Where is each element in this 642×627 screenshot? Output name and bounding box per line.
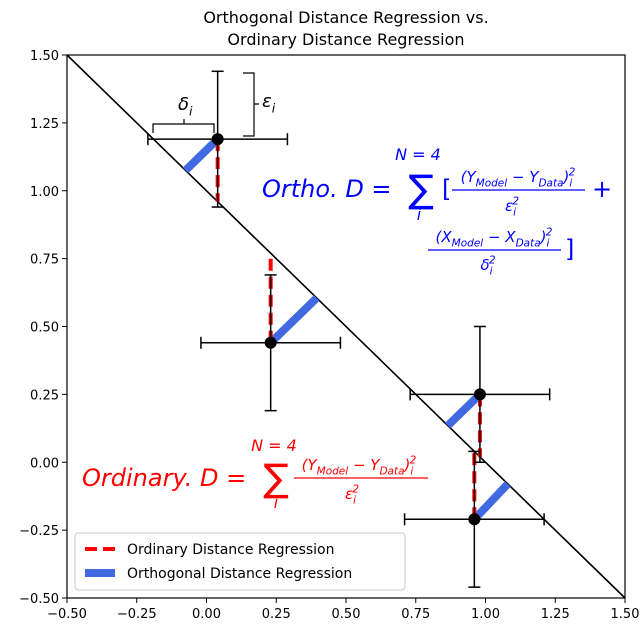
formula-numerator-part: i [569, 178, 572, 190]
formula-numerator-part: − Y [507, 168, 540, 186]
formula-numerator-part: − X [483, 228, 516, 246]
x-tick-label: 0.00 [192, 607, 221, 622]
y-tick-label: 0.75 [30, 253, 59, 268]
formula-numerator-part: Model [476, 178, 508, 190]
formula-numerator-part: Model [452, 238, 484, 250]
formula-numerator-part: 2 [569, 167, 576, 179]
x-tick-label: 1.50 [611, 607, 640, 622]
formula-lhs: Ortho. D = [262, 175, 392, 203]
delta-bracket [152, 119, 215, 133]
delta-label: δi [178, 94, 193, 118]
formula-numerator-part: ) [563, 168, 570, 186]
x-tick-label: 0.50 [332, 607, 361, 622]
delta-label-part: δ [178, 94, 189, 115]
formula-numerator-part: i [410, 466, 413, 478]
formula-numerator-part: Data [516, 238, 541, 250]
chart-title: Orthogonal Distance Regression vs. [203, 8, 488, 27]
formula-numerator-part: i [547, 238, 550, 250]
data-point [211, 133, 224, 146]
formula-sum: ∑ [408, 167, 434, 211]
formula-numerator-part: Data [379, 466, 404, 478]
chart-title: Ordinary Distance Regression [227, 30, 464, 49]
y-tick-label: 1.25 [30, 117, 59, 132]
x-tick-label: 0.25 [262, 607, 291, 622]
formula-numerator: (XModel − XData)i2 [436, 227, 553, 250]
formula-lhs: Ordinary. D = [82, 464, 246, 492]
model-line [66, 54, 626, 599]
formula-numerator-part: (Y [461, 168, 478, 186]
formula-bracket: [ [442, 175, 451, 203]
formula-numerator: (YModel − YData)i2 [302, 455, 417, 478]
formula-numerator-part: (Y [302, 456, 319, 474]
formula-numerator-part: ) [404, 456, 411, 474]
x-tick-label: 0.75 [401, 607, 430, 622]
data-point [468, 513, 481, 526]
formula-numerator: (YModel − YData)i2 [461, 167, 576, 190]
y-tick-label: −0.25 [19, 524, 59, 539]
data-point [264, 336, 277, 349]
epsilon-label-part: ε [262, 91, 272, 112]
x-tick-label: 1.00 [471, 607, 500, 622]
delta-label-part: i [189, 103, 193, 118]
formula-plus: + [592, 175, 612, 203]
y-tick-label: 1.50 [30, 49, 59, 64]
formula-numerator-part: 2 [546, 227, 553, 239]
formula-lower: i [417, 205, 422, 224]
legend-label: Orthogonal Distance Regression [127, 566, 352, 582]
formula-denominator: εi2 [505, 196, 519, 219]
formula-numerator-part: (X [436, 228, 453, 246]
formula-denominator-part: 2 [489, 255, 496, 267]
x-tick-label: −0.25 [117, 607, 157, 622]
y-tick-label: 0.00 [30, 456, 59, 471]
epsilon-bracket [243, 72, 259, 137]
x-tick-label: 1.25 [541, 607, 570, 622]
y-tick-label: 1.00 [30, 185, 59, 200]
formula-lower: i [274, 493, 279, 512]
formula-upper: N = 4 [395, 145, 441, 164]
formula-sum: ∑ [263, 456, 289, 500]
formula-upper: N = 4 [251, 436, 297, 455]
formula-denominator-part: i [490, 266, 493, 278]
formula-denominator-part: ε [345, 485, 353, 503]
y-tick-label: −0.50 [19, 592, 59, 607]
formula-bracket: ] [565, 235, 574, 263]
data-point [473, 388, 486, 401]
y-tick-label: 0.50 [30, 321, 59, 336]
formula-numerator-part: − Y [348, 456, 381, 474]
formula-numerator-part: Model [317, 466, 349, 478]
formula-numerator-part: 2 [410, 455, 417, 467]
formula-denominator-part: i [353, 495, 356, 507]
legend-box [74, 532, 406, 591]
formula-numerator-part: Data [538, 178, 563, 190]
legend-label: Ordinary Distance Regression [127, 542, 335, 558]
x-tick-label: −0.50 [47, 607, 87, 622]
formula-denominator-part: 2 [352, 484, 359, 496]
epsilon-label-part: i [272, 100, 276, 115]
formula-denominator-part: ε [505, 197, 513, 215]
formula-numerator-part: ) [540, 228, 547, 246]
orthogonal-distance [182, 136, 511, 523]
formula-denominator-part: i [513, 207, 516, 219]
y-tick-label: 0.25 [30, 388, 59, 403]
formula-denominator-part: 2 [512, 196, 519, 208]
epsilon-label: εi [262, 91, 276, 115]
formula-denominator: εi2 [345, 484, 359, 507]
formula-denominator-part: δ [480, 256, 489, 274]
formula-denominator: δi2 [480, 255, 495, 278]
